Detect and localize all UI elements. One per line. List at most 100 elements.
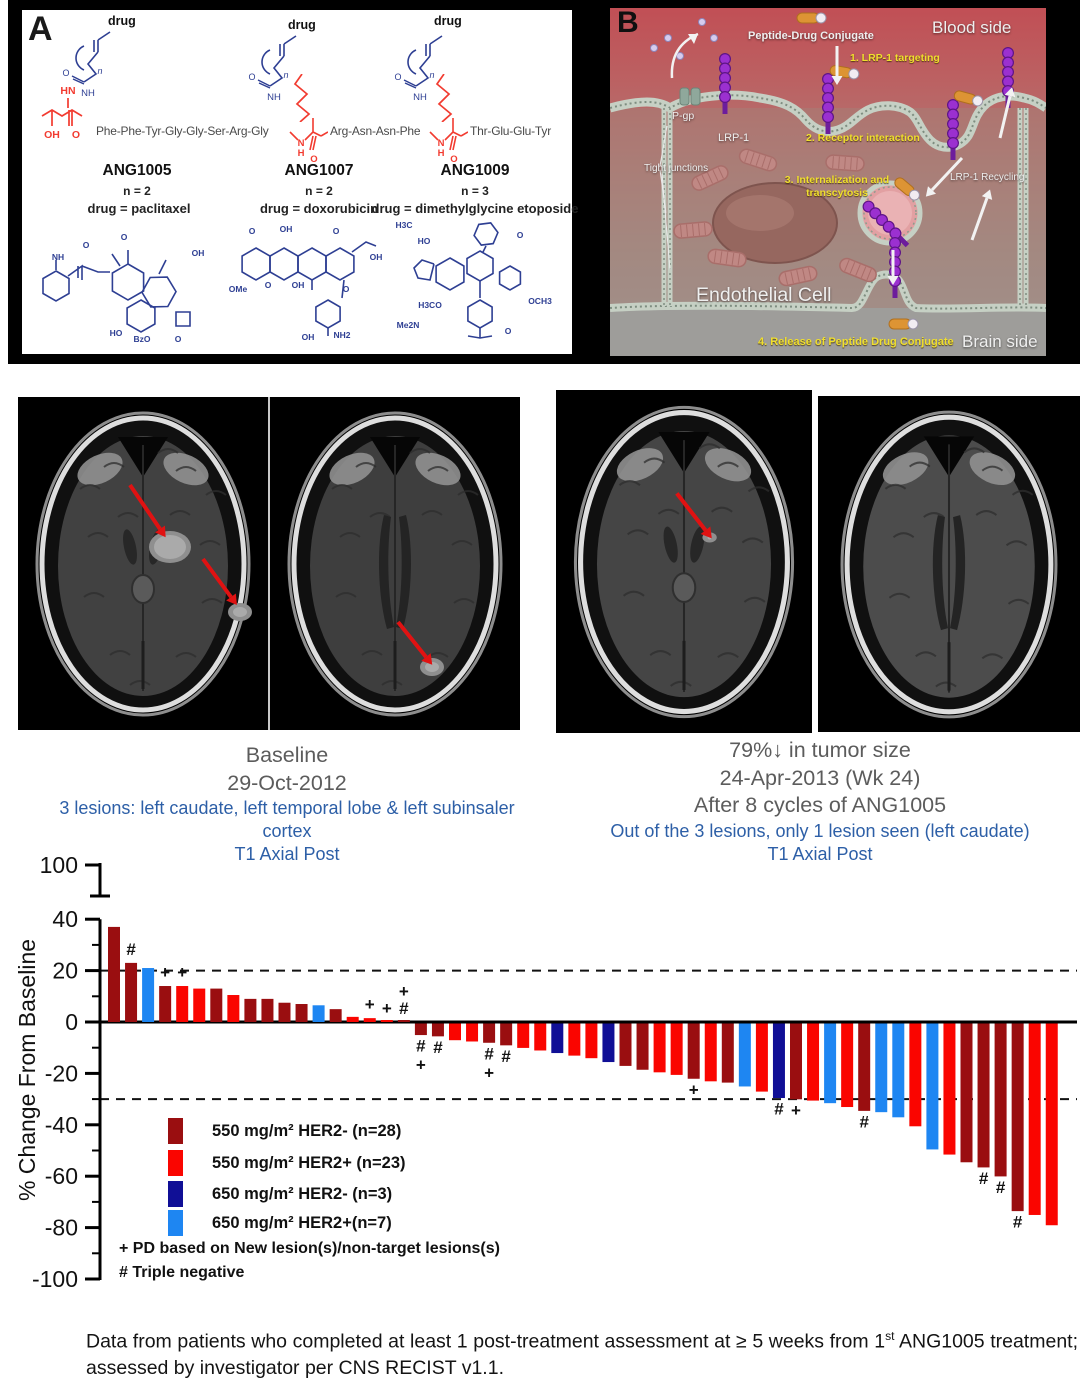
lrp1-receptor	[718, 52, 731, 114]
svg-text:HN: HN	[60, 85, 75, 97]
svg-text:+: +	[177, 963, 187, 982]
svg-text:H3C: H3C	[395, 220, 412, 230]
svg-text:n: n	[429, 70, 434, 80]
waterfall-bar	[312, 1005, 325, 1022]
baseline-date: 29-Oct-2012	[227, 770, 347, 795]
svg-text:-80: -80	[45, 1215, 78, 1241]
waterfall-chart-section: # + + + + # + # + # # + # + # + # # # #100 40 20 0 -20 -40 -60 -80…	[0, 852, 1080, 1300]
compound-name-1: ANG1005	[102, 162, 172, 179]
svg-text:OH: OH	[302, 332, 315, 342]
free-drug-dot	[650, 44, 658, 52]
svg-text:100: 100	[40, 852, 78, 878]
waterfall-bar	[875, 1023, 888, 1113]
nucleus	[712, 182, 838, 264]
svg-text:#: #	[433, 1038, 443, 1057]
svg-text:OH: OH	[292, 280, 305, 290]
svg-text:NH: NH	[413, 92, 427, 103]
free-drug-dot	[710, 34, 718, 42]
mitochondrion	[707, 248, 747, 268]
drug-conjugate-pill	[953, 90, 984, 107]
svg-text:OH: OH	[192, 248, 205, 258]
flow-arrow	[831, 46, 843, 85]
pd-footnote: + PD based on New lesion(s)/non-target l…	[119, 1240, 500, 1257]
waterfall-bar	[125, 962, 138, 1022]
svg-text:Me2N: Me2N	[397, 320, 420, 330]
legend-label-550-her2neg: 550 mg/m² HER2- (n=28)	[212, 1122, 402, 1140]
svg-text:O: O	[249, 226, 256, 236]
svg-text:OCH3: OCH3	[528, 296, 552, 306]
compound-drug-1: drug = paclitaxel	[87, 201, 191, 216]
legend-swatch-550-her2neg	[168, 1118, 183, 1144]
legend-label-550-her2pos: 550 mg/m² HER2+ (n=23)	[212, 1154, 406, 1172]
seq-link-1: NHO	[289, 118, 328, 165]
svg-text:-100: -100	[32, 1266, 78, 1292]
waterfall-bar	[909, 1023, 922, 1127]
waterfall-bar	[721, 1023, 734, 1083]
waterfall-bar	[1045, 1023, 1058, 1226]
svg-text:O: O	[175, 334, 182, 344]
red-arrow-icon	[396, 620, 433, 665]
compound-drug-3: drug = dimethylglycine etoposide	[371, 201, 579, 216]
red-arrow-icon	[201, 557, 237, 606]
svg-text:-40: -40	[45, 1112, 78, 1138]
lrp1-receptor	[947, 98, 960, 160]
svg-text:+: +	[160, 963, 170, 982]
lysine-chain-2	[293, 74, 311, 122]
svg-text:O: O	[505, 326, 512, 336]
waterfall-bar	[858, 1023, 871, 1111]
waterfall-bar	[108, 926, 120, 1022]
step3-label: 3. Internalization and transcytosis	[784, 174, 890, 199]
waterfall-bar	[960, 1023, 973, 1163]
footnote-part1: Data from patients who completed at leas…	[86, 1330, 886, 1353]
waterfall-bar	[738, 1023, 751, 1087]
mri-scan-baseline-1	[18, 397, 268, 730]
followup-result: 79%↓ in tumor size	[729, 738, 911, 762]
svg-text:+: +	[382, 999, 392, 1018]
followup-caption: 79%↓ in tumor size 24-Apr-2013 (Wk 24) A…	[562, 737, 1078, 866]
threonine-fragment: HN OH O	[41, 85, 83, 141]
waterfall-bar	[687, 1023, 700, 1079]
svg-text:n: n	[97, 66, 102, 76]
mri-scan-followup-1	[556, 390, 812, 733]
pgp-transporter	[679, 87, 690, 106]
panel-a-label: A	[28, 10, 53, 48]
waterfall-bar	[261, 998, 274, 1022]
waterfall-bar	[790, 1023, 802, 1100]
svg-text:#: #	[416, 1037, 426, 1056]
lrp1-receptor	[862, 200, 910, 248]
svg-text:#: #	[484, 1044, 494, 1063]
svg-text:HO: HO	[110, 328, 123, 338]
compound-n-1: n = 2	[123, 184, 151, 198]
svg-text:O: O	[248, 72, 255, 82]
svg-text:OH: OH	[280, 224, 293, 234]
waterfall-bar	[636, 1023, 649, 1070]
waterfall-bar	[278, 1002, 291, 1022]
peptide-seq-3: Thr-Glu-Glu-Tyr	[470, 124, 552, 138]
waterfall-bar	[517, 1023, 530, 1048]
waterfall-bar	[602, 1023, 615, 1063]
svg-text:#: #	[126, 940, 136, 959]
waterfall-bar	[926, 1023, 939, 1150]
svg-text:H3CO: H3CO	[418, 300, 442, 310]
mitochondrion	[673, 221, 713, 239]
svg-text:+: +	[416, 1056, 426, 1075]
legend-swatch-550-her2pos	[168, 1150, 183, 1176]
baseline-caption: Baseline 29-Oct-2012 3 lesions: left cau…	[40, 742, 534, 866]
svg-text:O: O	[83, 240, 90, 250]
svg-text:O: O	[343, 284, 350, 294]
svg-text:#: #	[979, 1169, 989, 1188]
svg-text:+: +	[689, 1080, 699, 1099]
waterfall-bar	[210, 988, 223, 1022]
mri-scan-followup-2	[818, 396, 1080, 732]
pgp-label: P-gp	[672, 110, 695, 122]
legend-swatch-650-her2neg	[168, 1181, 183, 1207]
waterfall-bar	[142, 968, 155, 1022]
waterfall-bar	[704, 1023, 717, 1082]
waterfall-bar	[500, 1023, 513, 1046]
svg-text:OH: OH	[44, 129, 60, 141]
svg-text:-20: -20	[45, 1060, 78, 1086]
waterfall-bar	[994, 1023, 1007, 1177]
